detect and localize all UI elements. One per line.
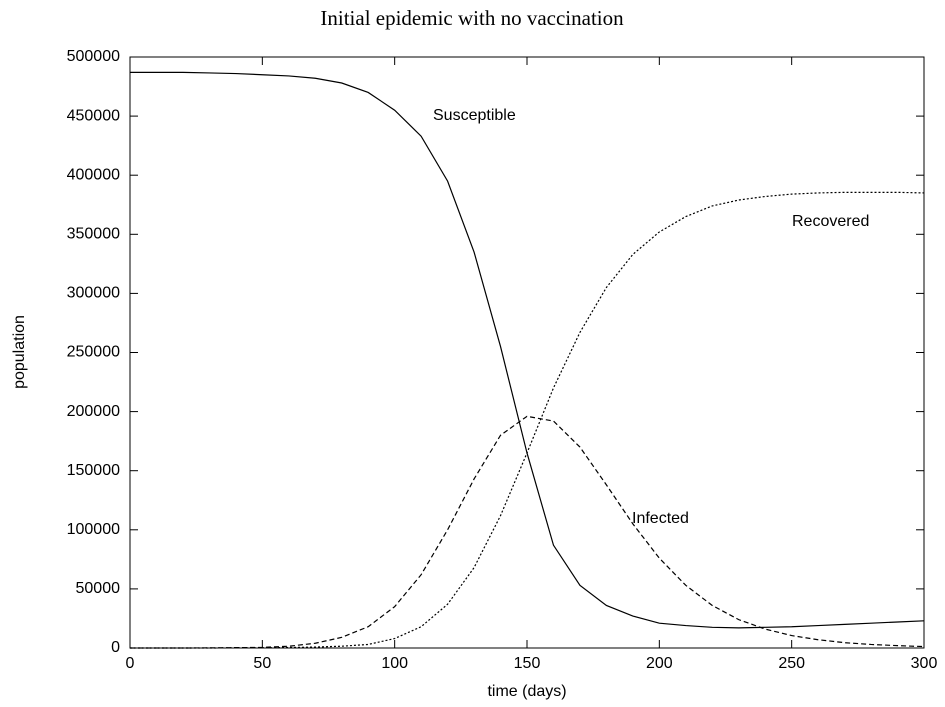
x-tick-label: 0	[126, 655, 135, 672]
y-tick-label: 300000	[67, 285, 120, 302]
y-axis-label: population	[11, 315, 28, 389]
y-tick-label: 50000	[76, 580, 121, 597]
plot-frame	[129, 56, 925, 649]
series-label: Susceptible	[433, 107, 516, 124]
series-label: Infected	[632, 510, 689, 527]
y-tick-label: 350000	[67, 226, 120, 243]
series-line	[130, 191, 925, 649]
chart-title: Initial epidemic with no vaccination	[320, 6, 624, 30]
y-tick-label: 500000	[67, 48, 120, 65]
y-tick-label: 150000	[67, 462, 120, 479]
x-tick-label: 300	[911, 655, 938, 672]
x-axis-label: time (days)	[487, 683, 566, 700]
y-tick-label: 200000	[67, 403, 120, 420]
y-tick-label: 400000	[67, 166, 120, 183]
y-tick-label: 100000	[67, 521, 120, 538]
x-tick-label: 250	[778, 655, 805, 672]
x-tick-label: 150	[514, 655, 541, 672]
y-tick-label: 250000	[67, 344, 120, 361]
x-tick-label: 200	[646, 655, 673, 672]
x-tick-label: 100	[381, 655, 408, 672]
x-tick-label: 50	[253, 655, 271, 672]
series-label: Recovered	[792, 213, 869, 230]
y-tick-label: 0	[111, 639, 120, 656]
y-tick-label: 450000	[67, 107, 120, 124]
series-line	[130, 71, 925, 629]
